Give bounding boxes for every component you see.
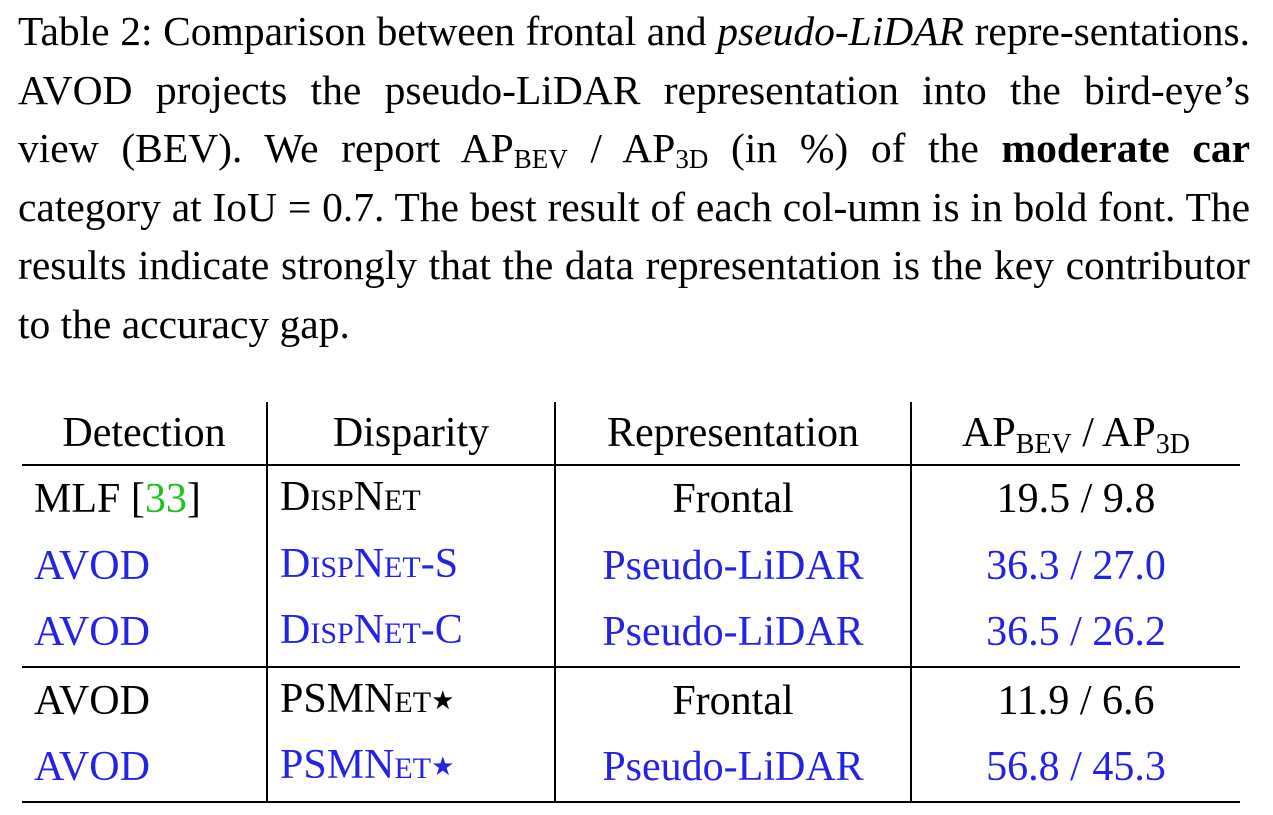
cell-detection: AVOD — [34, 677, 150, 724]
star-icon: ★ — [431, 752, 455, 781]
table-caption: Table 2: Comparison between frontal and … — [18, 8, 1250, 347]
cell-detection: MLF [33] — [34, 476, 201, 522]
cell-ap: 36.5 / 26.2 — [910, 599, 1240, 667]
cell-disparity: PSMNET★ — [266, 734, 555, 802]
header-disparity: Disparity — [266, 402, 555, 465]
cell-representation: Pseudo-LiDAR — [554, 599, 911, 667]
cell-ap: 11.9 / 6.6 — [910, 666, 1240, 734]
header-ap: APBEV / AP3D — [910, 402, 1240, 465]
cell-disparity: DISPNET-S — [266, 532, 555, 599]
cell-detection: AVOD — [34, 542, 150, 589]
caption-label: Table 2: — [18, 8, 153, 54]
cell-disparity: PSMNET★ — [266, 666, 555, 734]
cell-disparity: DISPNET — [266, 465, 555, 533]
cell-disparity: DISPNET-C — [266, 599, 555, 667]
cell-representation: Pseudo-LiDAR — [554, 532, 911, 599]
cell-representation: Pseudo-LiDAR — [554, 734, 911, 802]
cell-detection: AVOD — [34, 609, 150, 655]
star-icon: ★ — [431, 685, 455, 715]
cell-ap: 36.3 / 27.0 — [910, 532, 1240, 599]
cell-representation: Frontal — [554, 666, 911, 734]
table-row: AVOD PSMNET★ Frontal 11.9 / 6.6 — [22, 666, 1240, 734]
table-row: AVOD DISPNET-C Pseudo-LiDAR 36.5 / 26.2 — [22, 599, 1240, 667]
header-detection: Detection — [62, 410, 226, 456]
table-row: AVOD PSMNET★ Pseudo-LiDAR 56.8 / 45.3 — [22, 734, 1240, 802]
table-row: AVOD DISPNET-S Pseudo-LiDAR 36.3 / 27.0 — [22, 532, 1240, 599]
cell-ap: 19.5 / 9.8 — [910, 465, 1240, 533]
cell-detection: AVOD — [34, 744, 150, 790]
table-row: MLF [33] DISPNET Frontal 19.5 / 9.8 — [22, 465, 1240, 533]
table-header-row: Detection Disparity Representation APBEV… — [22, 402, 1240, 465]
results-table: Detection Disparity Representation APBEV… — [22, 402, 1240, 803]
header-representation: Representation — [554, 402, 911, 465]
cell-ap-best: 56.8 / 45.3 — [910, 734, 1240, 802]
citation-link[interactable]: 33 — [144, 476, 187, 522]
cell-representation: Frontal — [554, 465, 911, 533]
